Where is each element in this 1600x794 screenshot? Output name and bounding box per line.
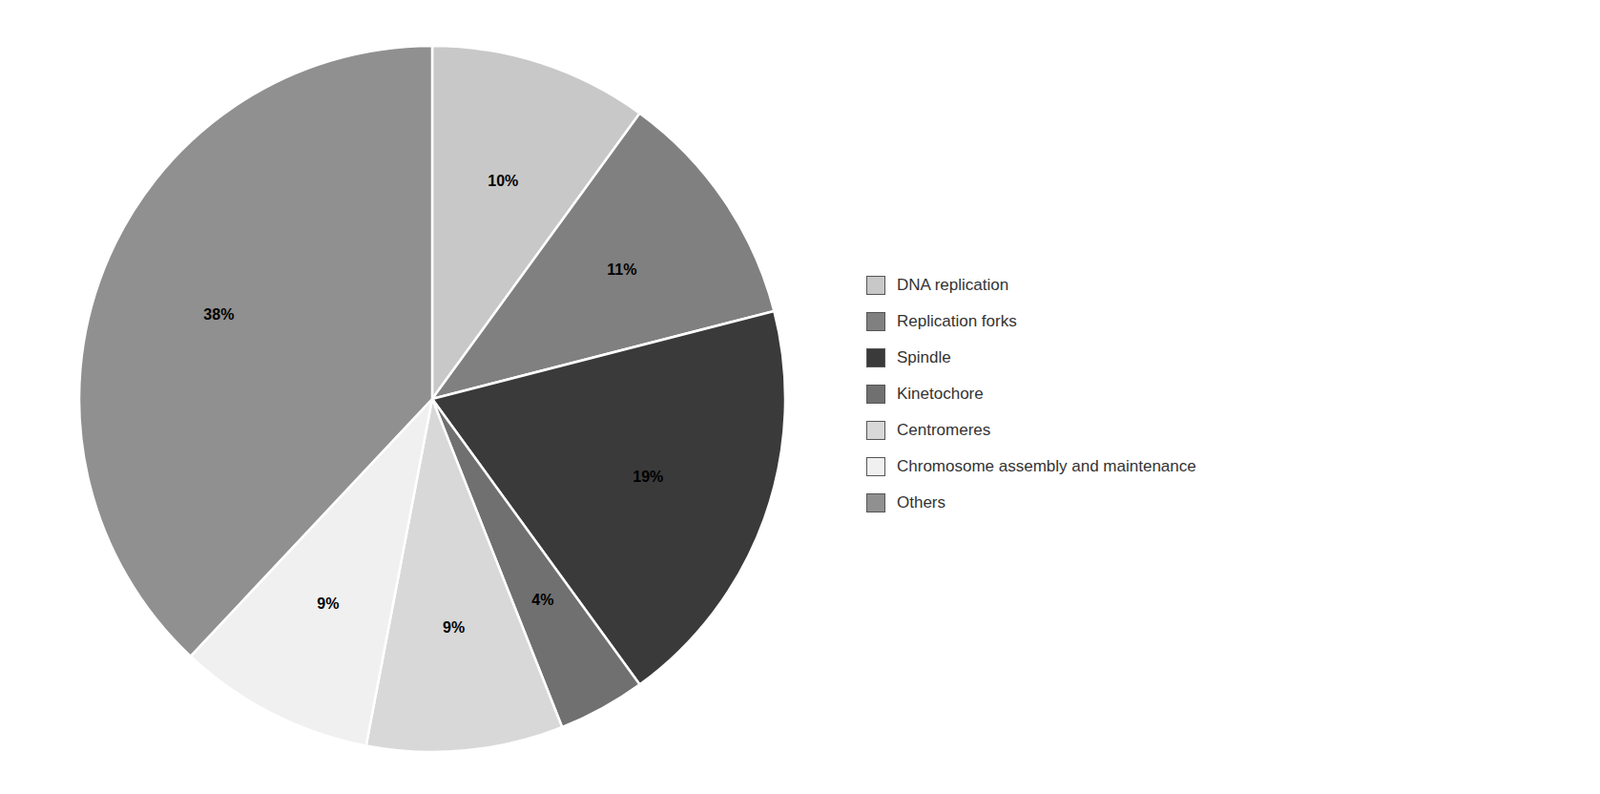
html-text:Spindle: Spindle [896, 348, 951, 367]
svg-text:11%: 11% [606, 261, 637, 278]
html-text:Centromeres: Centromeres [896, 420, 991, 439]
svg-text:38%: 38% [203, 306, 234, 323]
svg-text:10%: 10% [487, 172, 519, 189]
html-text:Kinetochore: Kinetochore [896, 384, 984, 403]
html-text:Chromosome assembly and mainte: Chromosome assembly and maintenance [896, 457, 1197, 476]
svg-text:19%: 19% [632, 468, 664, 485]
svg-text:9%: 9% [442, 619, 465, 636]
svg-text:9%: 9% [316, 595, 339, 612]
html-text:Replication forks: Replication forks [896, 311, 1017, 331]
html-text:DNA replication: DNA replication [896, 275, 1009, 294]
html-text:Others: Others [896, 493, 946, 512]
svg-text:4%: 4% [531, 591, 554, 608]
